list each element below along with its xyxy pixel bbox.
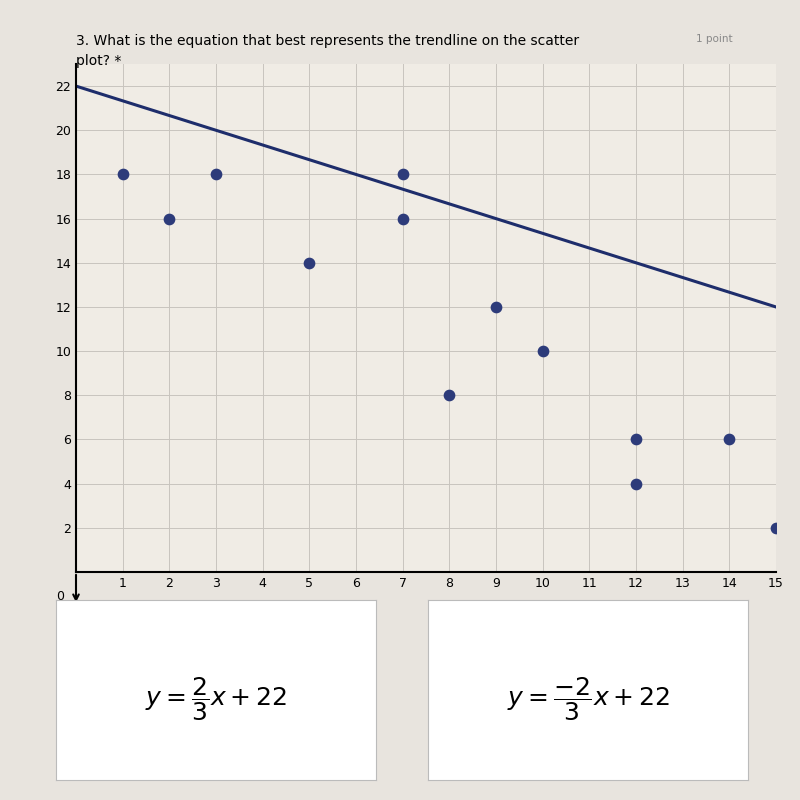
Point <box>163 212 176 225</box>
Text: plot? *: plot? * <box>76 54 122 67</box>
Point <box>630 433 642 446</box>
Point <box>443 389 456 402</box>
Text: $y = \dfrac{2}{3}x + 22$: $y = \dfrac{2}{3}x + 22$ <box>145 675 287 723</box>
Point <box>210 168 222 181</box>
Text: 3. What is the equation that best represents the trendline on the scatter: 3. What is the equation that best repres… <box>76 34 579 48</box>
Point <box>770 522 782 534</box>
Point <box>396 168 409 181</box>
Text: 0: 0 <box>56 590 64 602</box>
Point <box>536 345 549 358</box>
Point <box>116 168 129 181</box>
Point <box>490 301 502 314</box>
Point <box>303 256 316 269</box>
Text: $y = \dfrac{-2}{3}x + 22$: $y = \dfrac{-2}{3}x + 22$ <box>506 675 670 723</box>
Point <box>630 478 642 490</box>
Text: 1 point: 1 point <box>696 34 733 44</box>
Point <box>396 212 409 225</box>
Point <box>723 433 736 446</box>
